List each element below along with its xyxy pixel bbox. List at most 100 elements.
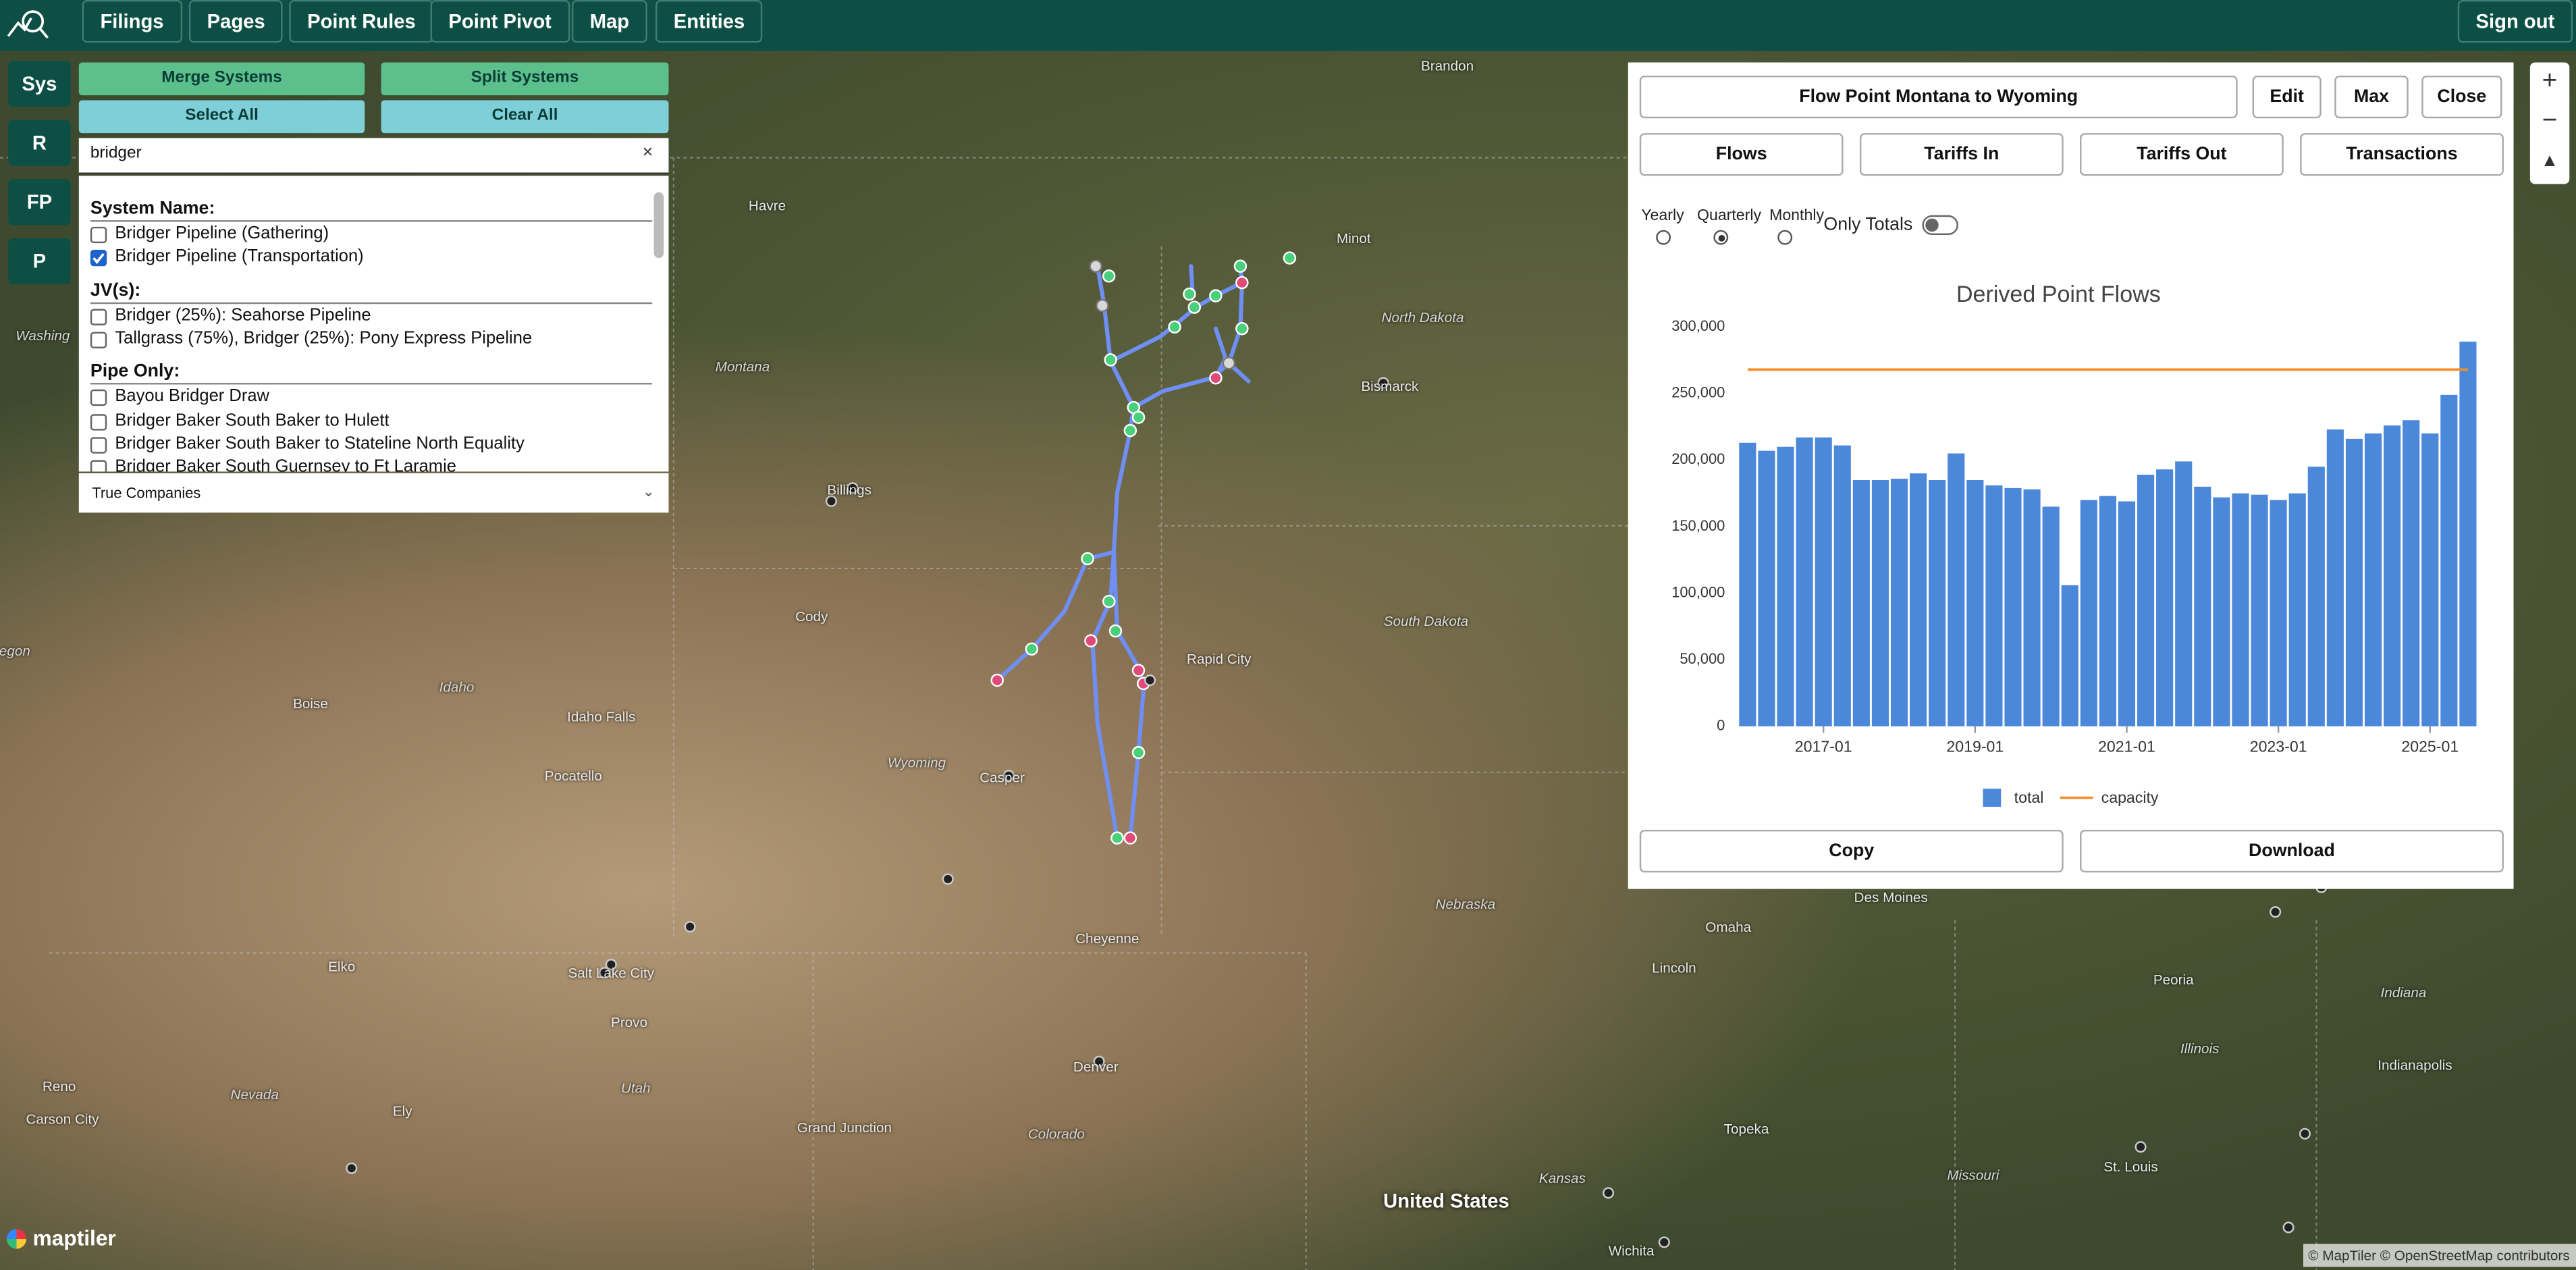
checkbox[interactable] bbox=[90, 308, 107, 325]
side-tab[interactable]: Sys bbox=[8, 61, 71, 107]
pipeline-point[interactable] bbox=[1131, 411, 1146, 424]
pipeline-point[interactable] bbox=[1233, 259, 1247, 273]
pipeline-point[interactable] bbox=[990, 673, 1004, 687]
pipeline-point[interactable] bbox=[1081, 552, 1094, 566]
bar bbox=[1929, 479, 1946, 726]
copy-button[interactable]: Copy bbox=[1639, 830, 2064, 873]
side-tab[interactable]: FP bbox=[8, 179, 71, 226]
edit-button[interactable]: Edit bbox=[2252, 75, 2322, 119]
bar bbox=[2345, 438, 2363, 726]
bar bbox=[1871, 479, 1889, 726]
pipeline-point[interactable] bbox=[1183, 287, 1196, 301]
city-marker bbox=[346, 1162, 358, 1174]
bar bbox=[2459, 341, 2477, 726]
y-tick-label: 0 bbox=[1717, 716, 1725, 733]
maptiler-logo[interactable]: maptiler bbox=[6, 1226, 116, 1250]
compass[interactable]: ▲ bbox=[2540, 151, 2559, 171]
pipeline-point[interactable] bbox=[1108, 624, 1123, 638]
pipeline-point[interactable] bbox=[1168, 320, 1181, 334]
pipeline-point[interactable] bbox=[1235, 321, 1249, 336]
sign-out[interactable]: Sign out bbox=[2457, 0, 2573, 43]
select-all[interactable]: Select All bbox=[78, 100, 365, 134]
checkbox[interactable] bbox=[90, 226, 107, 244]
pipeline-point[interactable] bbox=[1102, 594, 1116, 608]
map-label: North Dakota bbox=[1381, 309, 1464, 325]
panel-tab[interactable]: Transactions bbox=[2300, 133, 2504, 176]
search-text: bridger bbox=[90, 144, 142, 163]
pipeline-point[interactable] bbox=[1084, 634, 1098, 647]
checkbox[interactable] bbox=[90, 460, 107, 472]
side-tab[interactable]: R bbox=[8, 120, 71, 166]
bar bbox=[1777, 446, 1794, 726]
pipeline-point[interactable] bbox=[1222, 356, 1236, 370]
bar bbox=[1758, 450, 1775, 726]
clear-all[interactable]: Clear All bbox=[381, 100, 669, 134]
legend-label[interactable]: capacity bbox=[2101, 789, 2159, 806]
panel-tab[interactable]: Tariffs Out bbox=[2080, 133, 2284, 176]
checkbox-label: Bridger Baker South Baker to Hulett bbox=[115, 410, 390, 430]
chart: Derived Point Flows 0 50,000 100,000 150,00… bbox=[1671, 282, 2477, 807]
nav-button[interactable]: Entities bbox=[655, 0, 763, 43]
city-marker bbox=[605, 959, 617, 971]
map-label: Reno bbox=[42, 1078, 76, 1094]
close-button[interactable]: Close bbox=[2421, 75, 2502, 119]
bar bbox=[1910, 473, 1927, 726]
map-label: Bismarck bbox=[1361, 377, 1419, 395]
merge-button[interactable]: Merge Systems bbox=[78, 62, 365, 96]
flow-panel: Flow Point Montana to Wyoming Edit Max C… bbox=[1628, 62, 2514, 889]
pipeline-point[interactable] bbox=[1025, 642, 1039, 656]
pipeline-point[interactable] bbox=[1283, 251, 1297, 265]
pipeline-point[interactable] bbox=[1089, 259, 1102, 273]
checkbox[interactable] bbox=[90, 436, 107, 454]
only-totals-toggle[interactable] bbox=[1922, 215, 1958, 236]
clear-search[interactable]: × bbox=[642, 142, 653, 163]
download-button[interactable]: Download bbox=[2080, 830, 2504, 873]
period-radio[interactable] bbox=[1777, 230, 1793, 245]
side-tab[interactable]: P bbox=[8, 238, 71, 285]
bar bbox=[2061, 585, 2078, 726]
pipeline-point[interactable] bbox=[1209, 289, 1223, 302]
pipeline-point[interactable] bbox=[1209, 371, 1223, 385]
legend-label[interactable]: total bbox=[2014, 789, 2044, 806]
search-box[interactable]: bridger × bbox=[78, 138, 669, 174]
pipeline-point[interactable] bbox=[1187, 300, 1202, 314]
nav-button[interactable]: Point Rules bbox=[289, 0, 434, 43]
bar bbox=[2175, 461, 2193, 726]
checkbox[interactable] bbox=[90, 390, 107, 406]
bar bbox=[2307, 467, 2325, 726]
map-label: Boise bbox=[293, 695, 328, 712]
company-dropdown[interactable]: True Companies ⌄ bbox=[78, 473, 669, 513]
zoom-in[interactable]: + bbox=[2542, 67, 2558, 96]
pipeline-point[interactable] bbox=[1131, 664, 1146, 677]
city-marker bbox=[1093, 1055, 1105, 1067]
nav-button[interactable]: Pages bbox=[188, 0, 284, 43]
split-button[interactable]: Split Systems bbox=[381, 62, 669, 96]
pipeline-point[interactable] bbox=[1235, 275, 1249, 290]
checkbox[interactable] bbox=[90, 250, 107, 267]
app-logo[interactable] bbox=[5, 3, 51, 46]
period-radio[interactable] bbox=[1656, 230, 1671, 245]
country-label: United States bbox=[1383, 1189, 1509, 1213]
city-marker bbox=[684, 921, 696, 933]
pipeline-point[interactable] bbox=[1104, 353, 1117, 367]
pipeline-point[interactable] bbox=[1102, 269, 1116, 283]
scrollbar[interactable] bbox=[653, 192, 664, 259]
nav-button[interactable]: Point Pivot bbox=[430, 0, 570, 43]
nav-button[interactable]: Map bbox=[571, 0, 647, 43]
nav-button[interactable]: Filings bbox=[82, 0, 182, 43]
pipeline-point[interactable] bbox=[1131, 745, 1146, 760]
panel-tab[interactable]: Tariffs In bbox=[1859, 133, 2064, 176]
checkbox[interactable] bbox=[90, 332, 107, 348]
pipeline-point[interactable] bbox=[1123, 423, 1137, 438]
x-tick-label: 2023-01 bbox=[2250, 737, 2307, 755]
pipeline-point[interactable] bbox=[1096, 298, 1109, 313]
zoom-out[interactable]: − bbox=[2542, 107, 2558, 135]
checkbox[interactable] bbox=[90, 413, 107, 430]
pipeline-point[interactable] bbox=[1110, 831, 1124, 845]
bar bbox=[2194, 486, 2211, 726]
period-radio[interactable] bbox=[1713, 230, 1729, 245]
panel-tab[interactable]: Flows bbox=[1639, 133, 1844, 176]
pipeline-point[interactable] bbox=[1123, 831, 1137, 845]
max-button[interactable]: Max bbox=[2334, 75, 2409, 119]
